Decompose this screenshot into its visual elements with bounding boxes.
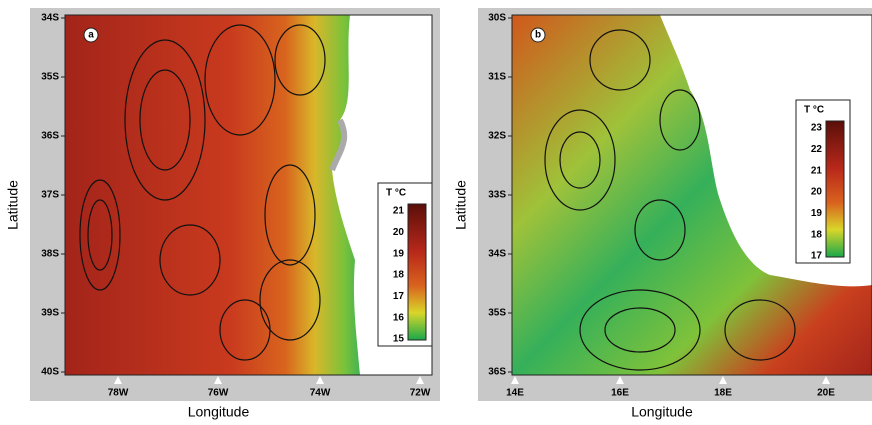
x-tick-label: 72W [410,388,431,399]
panel-label: a [88,30,94,41]
y-tick-label: 35S [41,72,59,83]
y-tick-label: 39S [41,308,59,319]
x-tick-label: 16E [611,388,629,399]
x-tick [616,376,624,384]
y-tick-label: 34S [488,249,506,260]
colorbar-tick-label: 18 [393,270,405,281]
y-axis-title: Latitude [5,180,21,230]
colorbar-b [825,120,845,258]
y-tick-label: 35S [488,308,506,319]
panel-label-bg [83,27,99,43]
y-tick-label: 30S [488,13,506,24]
y-tick-label: 37S [41,190,59,201]
x-tick-label: 18E [714,388,732,399]
colorbar-a [407,203,427,341]
x-tick-label: 78W [108,388,129,399]
panel-label: b [535,30,541,41]
colorbar-title: T °C [804,105,824,116]
y-tick-label: 36S [488,367,506,378]
x-tick [822,376,830,384]
y-tick-label: 38S [41,249,59,260]
y-tick-label: 40S [41,367,59,378]
colorbar-tick-label: 20 [393,227,405,238]
panel-a-map [65,15,432,375]
x-tick-label: 74W [310,388,331,399]
colorbar-tick-label: 17 [393,291,405,302]
colorbar-tick-label: 20 [811,187,823,198]
colorbar-title: T °C [386,188,406,199]
x-tick [416,376,424,384]
x-tick-label: 14E [506,388,524,399]
colorbar-tick-label: 21 [393,206,405,217]
x-axis-title: Longitude [631,404,693,420]
x-tick [316,376,324,384]
y-tick-label: 33S [488,190,506,201]
y-axis-title: Latitude [453,180,469,230]
x-tick [214,376,222,384]
colorbar-tick-label: 19 [811,208,823,219]
x-tick-label: 76W [208,388,229,399]
x-axis-title: Longitude [188,404,250,420]
colorbar-tick-label: 21 [811,165,823,176]
colorbar-tick-label: 15 [393,334,405,345]
colorbar-tick-label: 22 [811,144,823,155]
panel-label-bg [530,27,546,43]
x-tick [511,376,519,384]
colorbar-tick-label: 19 [393,248,405,259]
x-tick [719,376,727,384]
y-tick-label: 31S [488,72,506,83]
colorbar-tick-label: 23 [811,123,823,134]
colorbar-tick-label: 16 [393,312,405,323]
colorbar-tick-label: 18 [811,229,823,240]
y-tick-label: 32S [488,131,506,142]
x-tick-label: 20E [817,388,835,399]
y-tick-label: 34S [41,13,59,24]
x-tick [114,376,122,384]
y-tick-label: 36S [41,131,59,142]
colorbar-tick-label: 17 [811,251,823,262]
